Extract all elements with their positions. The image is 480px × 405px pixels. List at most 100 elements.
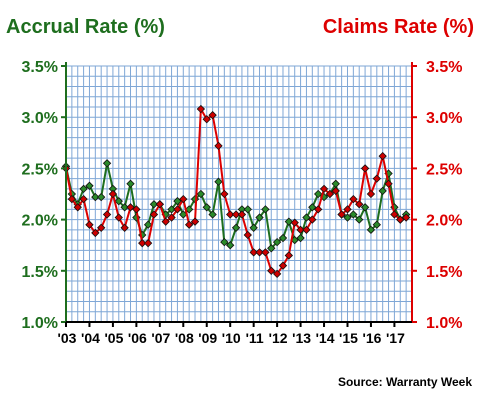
claims-data-point <box>308 215 317 224</box>
left-y-tick-label: 1.0% <box>22 315 58 332</box>
accrual-data-point <box>196 189 206 199</box>
accrual-data-point <box>366 225 376 235</box>
right-y-tick-label: 3.0% <box>426 110 462 127</box>
x-tick-label: '11 <box>246 330 264 346</box>
accrual-data-point <box>120 203 129 212</box>
accrual-data-point <box>102 159 112 168</box>
claims-data-point <box>85 220 94 229</box>
claims-data-point <box>343 205 352 214</box>
x-tick-label: '04 <box>81 330 100 346</box>
accrual-data-point <box>91 192 100 202</box>
claims-data-point <box>401 213 411 222</box>
claims-data-point <box>255 248 264 257</box>
claims-data-point <box>179 194 188 204</box>
accrual-data-point <box>284 217 294 226</box>
claims-data-point <box>267 266 276 275</box>
claims-data-point <box>108 189 118 199</box>
right-y-tick-label: 2.0% <box>426 213 462 230</box>
right-axis-title: Claims Rate (%) <box>323 16 474 38</box>
accrual-data-point <box>97 192 106 202</box>
claims-data-point <box>114 213 123 222</box>
accrual-data-point <box>343 213 352 222</box>
right-y-tick-label: 1.0% <box>426 315 462 332</box>
accrual-data-point <box>149 200 159 209</box>
claims-data-point <box>167 213 176 222</box>
accrual-data-point <box>378 186 387 196</box>
claims-data-point <box>390 210 399 219</box>
x-tick-label: '16 <box>362 330 381 346</box>
claims-data-point <box>190 217 200 226</box>
accrual-data-point <box>308 203 317 212</box>
accrual-data-point <box>355 215 364 224</box>
claims-data-point <box>138 238 147 248</box>
claims-data-point <box>290 218 299 227</box>
claims-data-point <box>384 179 393 188</box>
x-tick-label: '12 <box>269 330 288 346</box>
accrual-data-point <box>167 205 176 214</box>
claims-data-point <box>349 194 358 204</box>
claims-data-point <box>120 223 129 232</box>
series-layer <box>61 104 411 279</box>
claims-data-point <box>97 223 106 232</box>
claims-data-point <box>331 186 340 196</box>
x-tick-label: '06 <box>128 330 147 346</box>
claims-data-point <box>161 217 170 226</box>
claims-data-point <box>73 203 82 212</box>
x-tick-label: '17 <box>386 330 405 346</box>
right-y-tick-label: 1.5% <box>426 264 462 281</box>
accrual-data-point <box>85 181 94 190</box>
claims-data-point <box>284 251 294 260</box>
x-tick-label: '13 <box>292 330 311 346</box>
label-layer: 1.0% 1.0% 1.5% 1.5% 2.0% 2.0% 2.5% 2.5% 3.0% 3.0%… <box>6 16 474 389</box>
claims-data-point <box>360 164 370 173</box>
claims-data-point <box>231 210 241 219</box>
x-tick-label: '05 <box>104 330 123 346</box>
accrual-data-point <box>261 205 270 214</box>
x-tick-label: '09 <box>198 330 217 346</box>
accrual-data-point <box>214 177 223 186</box>
x-tick-label: '08 <box>175 330 194 346</box>
claims-data-point <box>196 104 206 114</box>
claims-data-point <box>249 248 258 257</box>
claims-data-point <box>208 110 217 120</box>
accrual-data-point <box>372 220 381 229</box>
x-tick-label: '03 <box>58 330 77 346</box>
claims-data-point <box>272 269 282 279</box>
accrual-data-point <box>231 223 241 232</box>
accrual-data-point <box>79 184 88 194</box>
x-tick-label: '07 <box>151 330 170 346</box>
claims-data-point <box>155 200 164 209</box>
right-y-tick-label: 2.5% <box>426 161 462 178</box>
accrual-data-point <box>208 210 217 219</box>
left-y-tick-label: 3.5% <box>22 59 58 76</box>
left-axis-title: Accrual Rate (%) <box>6 16 165 38</box>
x-tick-label: '15 <box>339 330 358 346</box>
claims-data-point <box>202 115 211 124</box>
claims-data-point <box>126 203 135 212</box>
accrual-data-point <box>272 237 282 247</box>
claims-data-point <box>220 189 229 199</box>
claims-data-point <box>337 210 346 219</box>
claims-data-point <box>296 225 305 235</box>
claims-data-point <box>67 194 77 204</box>
accrual-data-point <box>114 197 123 206</box>
accrual-data-point <box>267 244 276 253</box>
x-tick-label: '14 <box>316 330 335 346</box>
claims-data-point <box>302 225 311 235</box>
claims-data-point <box>237 210 247 219</box>
claims-data-point <box>184 220 194 229</box>
accrual-data-point <box>173 197 182 206</box>
accrual-data-point <box>296 233 305 243</box>
accrual-data-point <box>126 179 135 188</box>
accrual-data-point <box>226 241 235 250</box>
claims-data-point <box>173 205 182 214</box>
accrual-data-point <box>278 233 288 243</box>
claims-data-point <box>79 194 88 204</box>
right-y-tick-label: 3.5% <box>426 59 462 76</box>
accrual-data-point <box>314 189 323 199</box>
accrual-data-point <box>243 205 252 214</box>
accrual-data-point <box>360 203 370 212</box>
left-y-tick-label: 2.5% <box>22 161 58 178</box>
accrual-data-point <box>349 210 358 219</box>
accrual-data-point <box>202 203 211 212</box>
